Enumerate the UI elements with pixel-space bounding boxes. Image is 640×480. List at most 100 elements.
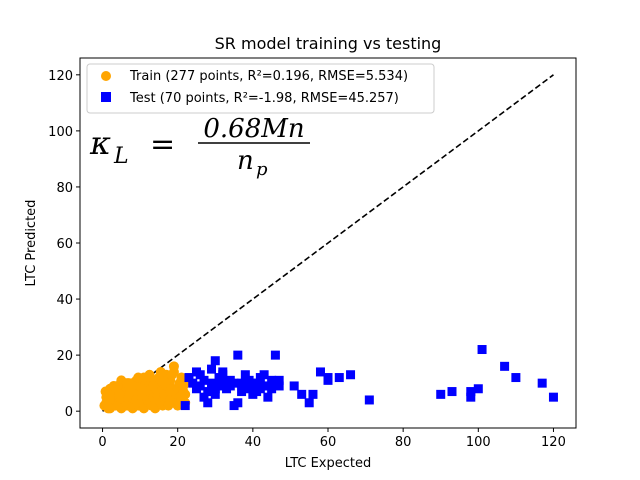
points-layer [99,345,558,414]
x-tick-label: 40 [245,435,262,450]
formula-numerator: 0.68Mn [203,114,304,144]
train-point [148,380,159,391]
test-point [466,392,476,402]
formula-denominator: n [237,146,254,176]
legend-train-marker [101,71,111,81]
test-point [323,375,333,385]
test-point [244,384,254,394]
test-point [199,375,209,385]
identity-reference-line [102,74,554,412]
plot-area [79,57,577,429]
test-point [195,381,205,391]
test-point [477,345,487,355]
test-point [304,398,314,408]
test-point [210,384,220,394]
test-point [274,375,284,385]
test-point [207,378,217,388]
test-point [466,387,476,397]
formula-lhs-subscript: L [113,144,129,169]
test-point [203,398,213,408]
train-point [180,389,191,400]
y-axis-label: LTC Predicted [24,200,39,287]
x-tick-label: 20 [169,435,186,450]
test-point [207,364,217,374]
train-point [114,389,125,400]
legend-train-label: Train (277 points, R²=0.196, RMSE=5.534) [129,69,408,84]
test-point [289,381,299,391]
test-point [537,378,547,388]
y-tick-label: 0 [65,405,73,420]
reference-line-layer [102,74,554,412]
y-tick-label: 100 [48,125,73,140]
x-tick-label: 80 [395,435,412,450]
train-point [133,372,144,383]
train-point [100,386,111,397]
test-point [259,370,269,380]
test-point [473,384,483,394]
test-point [195,370,205,380]
x-axis-label: LTC Expected [285,456,372,471]
test-point [203,387,213,397]
test-point [274,381,284,391]
test-point [267,384,277,394]
x-tick-label: 60 [320,435,337,450]
y-tick-label: 60 [56,237,73,252]
train-point [159,378,170,389]
test-point [188,378,198,388]
test-point [233,398,243,408]
train-point [137,383,147,394]
legend-test-marker [101,92,111,102]
test-point [346,370,356,380]
train-point [103,403,114,414]
test-point [500,361,510,371]
y-tick-label: 40 [56,293,73,308]
test-point [364,395,374,405]
test-point [240,370,250,380]
x-tick-label: 120 [541,435,566,450]
x-tick-label: 0 [98,435,106,450]
test-point [180,401,190,411]
y-axis-ticks: 0 20 40 60 80 100 120 [48,69,80,420]
chart-title: SR model training vs testing [215,34,442,53]
test-point [548,392,558,402]
train-point [121,378,132,389]
test-point [237,387,247,397]
test-point [218,367,228,377]
train-point [125,386,136,397]
test-point [210,356,220,366]
x-axis-ticks: 0 20 40 60 80 100 120 [98,428,566,450]
y-tick-label: 120 [48,69,73,84]
formula-lhs: κ [89,124,111,162]
train-point [144,369,155,380]
y-tick-label: 20 [56,349,73,364]
train-point [168,361,179,372]
train-point [155,366,166,377]
test-point [270,350,280,360]
test-point [511,373,521,383]
legend-box [86,63,435,114]
formula-annotation: κ L = 0.68Mn n p [89,114,310,180]
test-point [334,373,344,383]
test-point [210,389,220,399]
test-point [447,387,457,397]
test-point [315,367,325,377]
legend: Train (277 points, R²=0.196, RMSE=5.534)… [86,63,435,114]
test-point [222,378,232,388]
test-point [184,373,194,383]
test-point [297,389,307,399]
train-point [167,369,178,380]
test-point [255,384,265,394]
test-point [233,350,243,360]
train-point [178,380,189,391]
test-point [308,389,318,399]
x-tick-label: 100 [466,435,491,450]
test-point [263,392,273,402]
test-point [199,392,209,402]
test-point [436,389,446,399]
formula-denominator-subscript: p [256,159,268,180]
test-point [248,378,258,388]
legend-test-label: Test (70 points, R²=-1.98, RMSE=45.257) [129,91,399,106]
y-tick-label: 80 [56,181,73,196]
formula-equals: = [150,127,175,162]
